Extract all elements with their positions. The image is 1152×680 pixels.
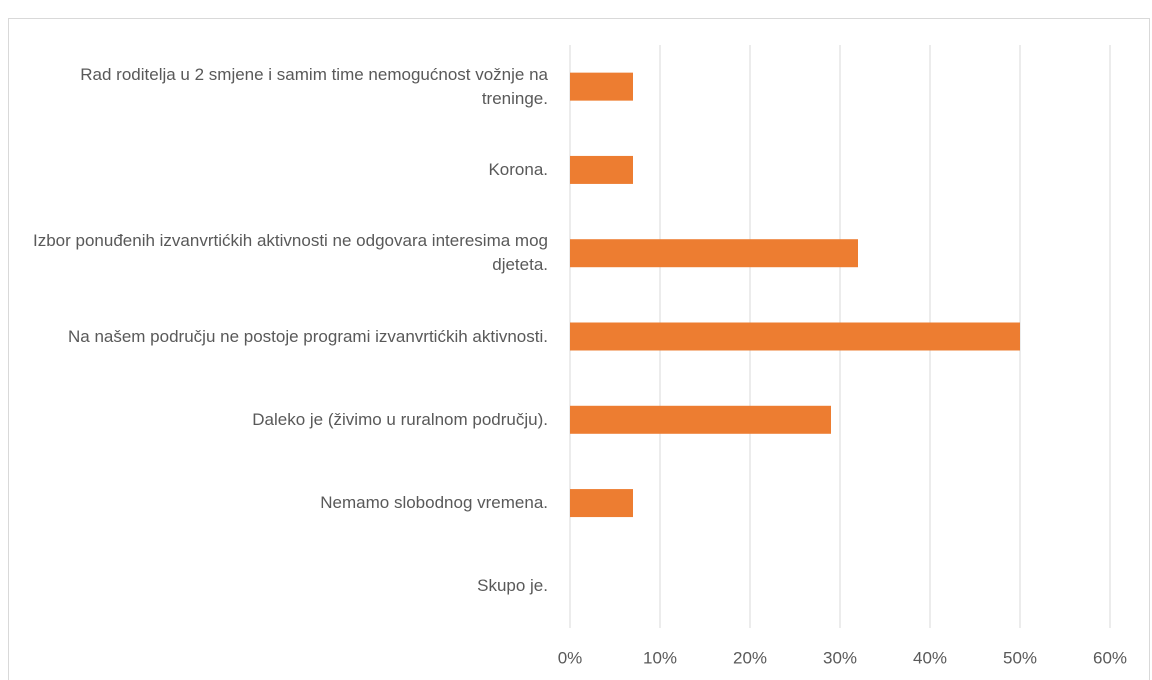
chart-border [8, 18, 1150, 680]
bar [570, 489, 633, 518]
bar [570, 239, 858, 268]
y-tick-label: Rad roditelja u 2 smjene i samim time ne… [80, 64, 548, 108]
y-tick-label: Skupo je. [477, 576, 548, 596]
x-tick-label: 50% [1003, 648, 1037, 667]
bar [570, 155, 633, 184]
y-tick-label: Na našem području ne postoje programi iz… [67, 326, 548, 346]
x-tick-label: 60% [1093, 648, 1127, 667]
bar [570, 72, 633, 101]
x-tick-label: 0% [558, 648, 583, 667]
y-tick-label: Izbor ponuđenih izvanvrtićkih aktivnosti… [33, 231, 548, 275]
y-tick-label: Daleko je (živimo u ruralnom području). [252, 409, 548, 429]
bar [570, 322, 1020, 351]
y-tick-label: Korona. [488, 159, 548, 179]
x-tick-label: 40% [913, 648, 947, 667]
bar [570, 405, 831, 434]
x-tick-label: 20% [733, 648, 767, 667]
x-tick-label: 10% [643, 648, 677, 667]
y-tick-label: Nemamo slobodnog vremena. [320, 493, 548, 513]
x-tick-label: 30% [823, 648, 857, 667]
